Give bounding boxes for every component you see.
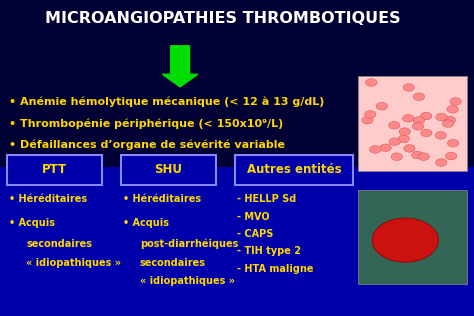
Text: • Héréditaires: • Héréditaires: [123, 194, 201, 204]
Circle shape: [450, 141, 461, 149]
Circle shape: [423, 161, 434, 168]
Text: - HELLP Sd: - HELLP Sd: [237, 194, 296, 204]
Circle shape: [417, 79, 428, 87]
Text: • Héréditaires: • Héréditaires: [9, 194, 88, 204]
Text: - MVO: - MVO: [237, 212, 270, 222]
Circle shape: [372, 218, 438, 262]
Text: secondaires: secondaires: [140, 258, 206, 268]
Circle shape: [428, 94, 439, 101]
Circle shape: [403, 133, 415, 140]
Circle shape: [370, 96, 381, 104]
FancyBboxPatch shape: [235, 155, 353, 185]
Text: • Acquis: • Acquis: [123, 218, 169, 228]
FancyBboxPatch shape: [7, 155, 102, 185]
Circle shape: [423, 139, 434, 146]
Circle shape: [385, 118, 396, 125]
Text: SHU: SHU: [154, 163, 182, 176]
Circle shape: [401, 97, 412, 105]
Circle shape: [397, 138, 409, 146]
Circle shape: [406, 83, 418, 90]
Circle shape: [416, 121, 427, 129]
Circle shape: [434, 140, 445, 147]
Circle shape: [445, 86, 456, 94]
Text: - HTA maligne: - HTA maligne: [237, 264, 313, 274]
Circle shape: [418, 101, 429, 108]
Text: « idiopathiques »: « idiopathiques »: [26, 258, 121, 268]
Circle shape: [381, 97, 392, 105]
Text: - TIH type 2: - TIH type 2: [237, 246, 301, 257]
Text: secondaires: secondaires: [26, 239, 92, 249]
Circle shape: [425, 114, 436, 122]
Bar: [358, 76, 467, 171]
Circle shape: [363, 147, 374, 155]
Text: • Acquis: • Acquis: [9, 218, 55, 228]
Circle shape: [420, 146, 431, 154]
Circle shape: [419, 133, 431, 141]
Circle shape: [409, 131, 420, 138]
Circle shape: [389, 149, 401, 157]
FancyBboxPatch shape: [121, 155, 216, 185]
Bar: [0, 167, 474, 316]
Circle shape: [445, 98, 456, 106]
Text: PTT: PTT: [42, 163, 67, 176]
Circle shape: [424, 119, 435, 127]
Text: • Anémie hémolytique mécanique (< 12 à 13 g/dL): • Anémie hémolytique mécanique (< 12 à 1…: [9, 96, 325, 107]
Text: post-diarrhéiques: post-diarrhéiques: [140, 239, 238, 249]
Text: • Thrombopénie périphérique (< 150x10⁹/L): • Thrombopénie périphérique (< 150x10⁹/L…: [9, 118, 284, 129]
FancyArrow shape: [162, 46, 198, 87]
Text: Autres entités: Autres entités: [246, 163, 341, 176]
Circle shape: [370, 125, 381, 132]
Text: « idiopathiques »: « idiopathiques »: [140, 276, 235, 287]
Circle shape: [435, 135, 447, 143]
Text: MICROANGIOPATHIES THROMBOTIQUES: MICROANGIOPATHIES THROMBOTIQUES: [45, 11, 401, 26]
Circle shape: [393, 135, 405, 143]
Bar: [358, 190, 467, 284]
Text: • Défaillances d’organe de sévérité variable: • Défaillances d’organe de sévérité vari…: [9, 139, 285, 149]
Text: - CAPS: - CAPS: [237, 229, 273, 239]
Circle shape: [365, 114, 376, 122]
Circle shape: [372, 109, 383, 116]
Circle shape: [399, 113, 410, 121]
